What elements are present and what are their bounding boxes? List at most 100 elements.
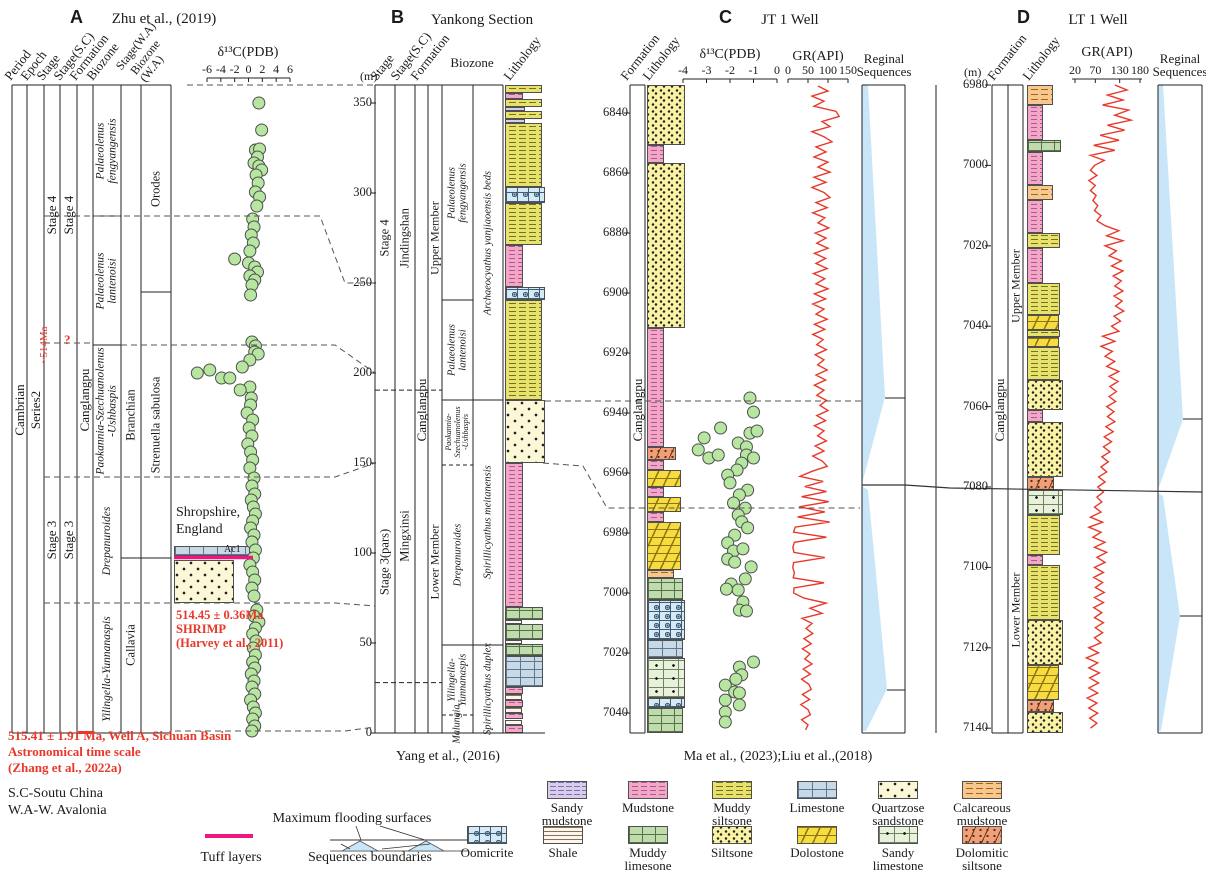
c-delta-tick-label: -1 [748,63,759,77]
lith-dolostone [1027,314,1060,330]
lith-dolostone [797,826,837,844]
lith-muddy_siltsone [1027,283,1061,315]
lith-mudstone [505,687,523,695]
b-archaeocyath-zone-1: Spirillicyathus meitanensis [482,465,494,580]
d-gr-tick-label: 180 [1131,63,1149,77]
lith-mudstone [505,93,523,100]
lith-muddy_siltsone [1027,232,1061,248]
astro-age-note-line3: (Zhang et al., 2022a) [8,760,122,775]
lith-mudstone [628,781,668,799]
d-gr-tick-label: 70 [1089,63,1102,77]
shrimp-age-line2: SHRIMP [176,622,226,636]
c-gr-tick-label: 0 [785,63,791,77]
lith-dolostone [647,497,682,512]
age-query-mark: ? [64,332,71,347]
b-depth-label: 350 [353,95,372,109]
lith-shale [543,826,583,844]
panel-b-letter: B [391,7,404,27]
lith-limestone [505,655,543,688]
b-depth-label: 200 [353,365,372,379]
lith-mudstone [647,512,665,522]
lith-muddy_limesone [628,826,668,844]
c-sequences-title: Reginal Sequences [856,51,912,79]
c-depth-label: 6880 [603,225,628,239]
lith-siltsone [647,85,685,146]
panel-c-title: JT 1 Well [761,12,819,28]
lith-mudstone [1027,152,1044,186]
b-trilobite-zone-2: Paokannia- Szechuanolenus -Ushbaspis [443,406,470,458]
d-member-0: Upper Member [1008,249,1023,323]
a-axis-tick-label: 0 [245,62,252,76]
d-depth-label: 7040 [963,318,988,333]
c-depth-label: 7000 [603,585,628,599]
lith-muddy_siltsone [1027,515,1061,555]
c-gr-tick-label: 50 [802,63,814,77]
d-depth-label: 7080 [963,479,988,493]
shropshire-line2: England [176,522,223,537]
lith-muddy_siltsone [505,85,542,94]
lith-mudstone [647,328,665,447]
d-depth-label: 7100 [963,559,988,574]
legend-label-sandy_mudstone: Sandy mudstone [541,800,593,828]
b-trilobite-zone-1: Palaeolenus lantenoisi [446,324,469,376]
a-axis-tick-label: 2 [259,62,266,76]
c-depth-label: 6940 [603,405,628,419]
lith-mudstone [647,487,665,497]
lith-dolostone [1027,337,1060,348]
lith-mudstone [1027,554,1044,565]
lith-sandy_limestone [647,658,685,698]
legend-label-dolomitic_siltsone: Dolomitic siltsone [955,845,1009,870]
c-depth-label: 6860 [603,165,628,179]
lith-siltsone [1027,712,1063,733]
lith-muddy_limesone [505,607,543,620]
lith-mudstone [1027,409,1044,422]
shrimp-age-line3: (Harvey et al., 2011) [176,636,284,650]
d-depth-label: 7000 [963,157,988,172]
legend-label-oomicrite: Oomicrite [460,845,514,860]
legend-label-mudstone: Mudstone [622,800,674,815]
comley-bed-label: Ac1 [224,544,241,555]
c-depth-label: 7020 [603,645,628,659]
a-stage4: Stage 4 [43,195,59,235]
sequence-boundaries-label: Sequences boundaries [307,850,433,865]
a-biozone-2: Paokannia-Szechuanolenus -Ushbaspis [94,347,119,475]
panel-a-letter: A [70,7,83,27]
d-depth-label: 7120 [963,639,988,654]
lith-muddy_siltsone [505,202,542,246]
lith-calcareous_mudstone [962,781,1002,799]
b-member-1: Lower Member [427,524,442,600]
lith-calcareous_mudstone [1027,85,1053,106]
shrimp-age-line1: 514.45 ± 0.36Ma [176,608,264,622]
a-axis-tick-label: -6 [201,62,212,76]
c-depth-label: 6920 [603,345,628,359]
a-wa-stage-1: Callavia [123,624,138,666]
lith-shale [505,706,522,714]
lith-muddy_limesone [1027,140,1062,153]
a-stage3: Stage 3 [43,520,59,560]
panel-b-title: Yankong Section [430,12,534,28]
b-trilobite-zone-4: Yilingella- Yunnanaspis [446,653,469,707]
lith-muddy_siltsone [505,300,542,400]
b-formation-label: Canglangpu [413,378,429,442]
b-archaeocyath-zone-2: Spirillicyathus duplex [482,642,494,735]
a-period-label: Cambrian [11,384,27,436]
a-biozone-3: Drepanuroides [100,506,113,576]
legend-label-muddy_limesone: Muddy limesone [624,845,672,870]
lith-sandy_mudstone [505,106,525,112]
b-member-0: Upper Member [427,200,442,275]
lith-oomicrite [505,286,545,301]
lith-limestone [797,781,837,799]
a-wa-biozone-1: Strenuella sabulosa [148,376,163,474]
lith-sandy_limestone [878,826,918,844]
c-delta-tick-label: -4 [678,63,688,77]
lith-muddy_siltsone [505,122,542,187]
b-attribution: Yang et al., (2016) [396,749,500,764]
lith-limestone [647,640,684,659]
abbrev-note-sc: S.C-Soutu China [8,786,103,801]
panel-a-title: Zhu et al., (2019) [111,11,217,27]
d-gr-tick-label: 20 [1069,63,1081,77]
lith-mudstone [505,245,523,287]
b-depth-label: 0 [365,725,372,739]
lith-dolomitic_siltsone [1027,476,1054,490]
a-epoch-label: Series2 [27,390,43,430]
